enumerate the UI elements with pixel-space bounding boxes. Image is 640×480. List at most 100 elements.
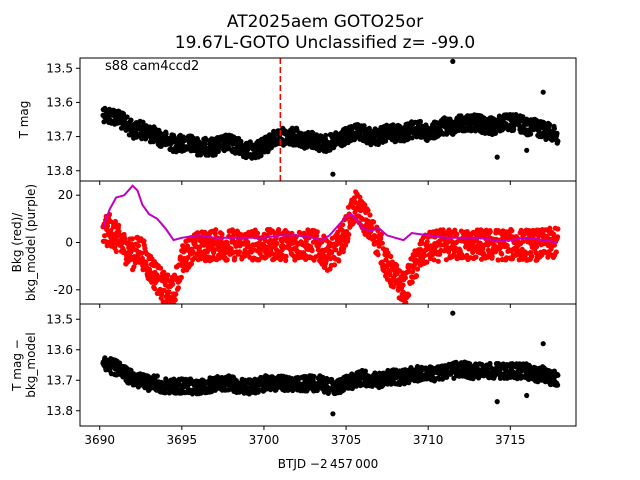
outlier-point: [540, 341, 546, 347]
y-axis-label: Bkg (red)/: [10, 212, 24, 273]
data-point: [195, 230, 201, 236]
data-point: [437, 251, 443, 257]
data-point: [117, 232, 123, 238]
data-point: [526, 376, 532, 382]
data-point: [409, 279, 415, 285]
x-tick-label: 3710: [413, 433, 444, 447]
data-point: [154, 373, 160, 379]
data-point: [232, 255, 238, 261]
data-point: [283, 253, 289, 259]
chart-title-line-2: 19.67L-GOTO Unclassified z= -99.0: [175, 33, 475, 53]
data-point: [379, 240, 385, 246]
data-point: [478, 256, 485, 262]
data-point: [424, 239, 430, 245]
data-point: [170, 281, 176, 287]
data-point: [303, 238, 309, 244]
data-point: [551, 125, 558, 132]
data-point: [329, 250, 335, 256]
data-point: [224, 257, 230, 263]
x-axis-label: BTJD −2 457 000: [278, 457, 378, 471]
data-point: [480, 250, 487, 256]
data-point: [357, 194, 363, 200]
data-point: [152, 286, 158, 292]
data-point: [178, 274, 184, 280]
data-point: [479, 361, 485, 368]
y-tick-label: 13.6: [46, 343, 73, 357]
data-point: [487, 229, 493, 235]
panel-bkg: 20 0 -20 Bkg (red)/bkg_model (purple): [10, 180, 577, 308]
data-point: [228, 246, 234, 252]
data-point: [392, 126, 398, 132]
data-point: [499, 251, 505, 257]
y-axis-label: T mag: [17, 101, 31, 140]
data-point: [202, 229, 208, 235]
data-point: [202, 141, 208, 147]
series-points-background: [100, 189, 561, 304]
data-point: [188, 261, 194, 267]
data-point: [520, 238, 526, 244]
y-tick-label: 13.5: [46, 61, 73, 75]
series-points-flux: [100, 58, 561, 177]
y-tick-label: 13.7: [46, 130, 73, 144]
outlier-point: [524, 392, 530, 399]
y-axis-label: T mag −: [10, 339, 24, 392]
series-line-model: [102, 184, 559, 244]
panel-plot-tmag: [100, 58, 561, 177]
data-point: [198, 152, 204, 158]
y-axis-label: bkg_model: [24, 332, 38, 398]
data-point: [469, 242, 475, 248]
data-point: [258, 153, 264, 159]
data-point: [276, 227, 282, 233]
data-point: [555, 372, 561, 378]
data-point: [104, 223, 111, 229]
data-point: [554, 130, 560, 136]
data-point: [124, 114, 130, 120]
data-point: [516, 122, 522, 129]
data-point: [406, 292, 412, 298]
data-point: [414, 266, 421, 272]
data-point: [339, 227, 345, 233]
data-point: [213, 227, 219, 233]
y-tick-label: 20: [58, 188, 73, 202]
y-tick-label: 13.5: [46, 312, 73, 326]
data-point: [154, 272, 160, 278]
y-tick-label: 0: [65, 236, 73, 250]
data-point: [254, 230, 261, 236]
data-point: [431, 257, 437, 263]
x-tick-label: 3700: [249, 433, 280, 447]
y-tick-label: 13.8: [46, 404, 73, 418]
data-point: [555, 382, 561, 388]
data-point: [309, 248, 315, 254]
data-point: [555, 234, 561, 240]
data-point: [323, 132, 329, 138]
data-point: [375, 252, 381, 258]
data-point: [362, 202, 368, 208]
data-point: [371, 219, 377, 225]
data-point: [197, 244, 203, 250]
data-point: [172, 297, 178, 303]
data-point: [367, 212, 373, 218]
data-point: [336, 258, 342, 264]
data-point: [346, 231, 352, 238]
data-point: [232, 150, 238, 156]
data-point: [365, 207, 371, 213]
data-point: [555, 226, 561, 232]
data-point: [140, 119, 146, 125]
data-point: [495, 257, 501, 263]
data-point: [409, 135, 415, 141]
data-point: [480, 246, 486, 252]
data-point: [378, 235, 384, 241]
data-point: [129, 236, 135, 242]
panel-plot-bkg: [100, 184, 561, 304]
outlier-point: [540, 89, 546, 95]
data-point: [192, 238, 198, 244]
outlier-point: [524, 147, 530, 153]
data-point: [387, 272, 393, 278]
data-point: [116, 228, 122, 234]
data-point: [165, 272, 171, 278]
data-point: [331, 262, 338, 268]
data-point: [443, 257, 449, 263]
chart-title-line-1: AT2025aem GOTO25or: [227, 12, 423, 32]
y-tick-label: 13.6: [46, 95, 73, 109]
data-point: [204, 249, 210, 255]
